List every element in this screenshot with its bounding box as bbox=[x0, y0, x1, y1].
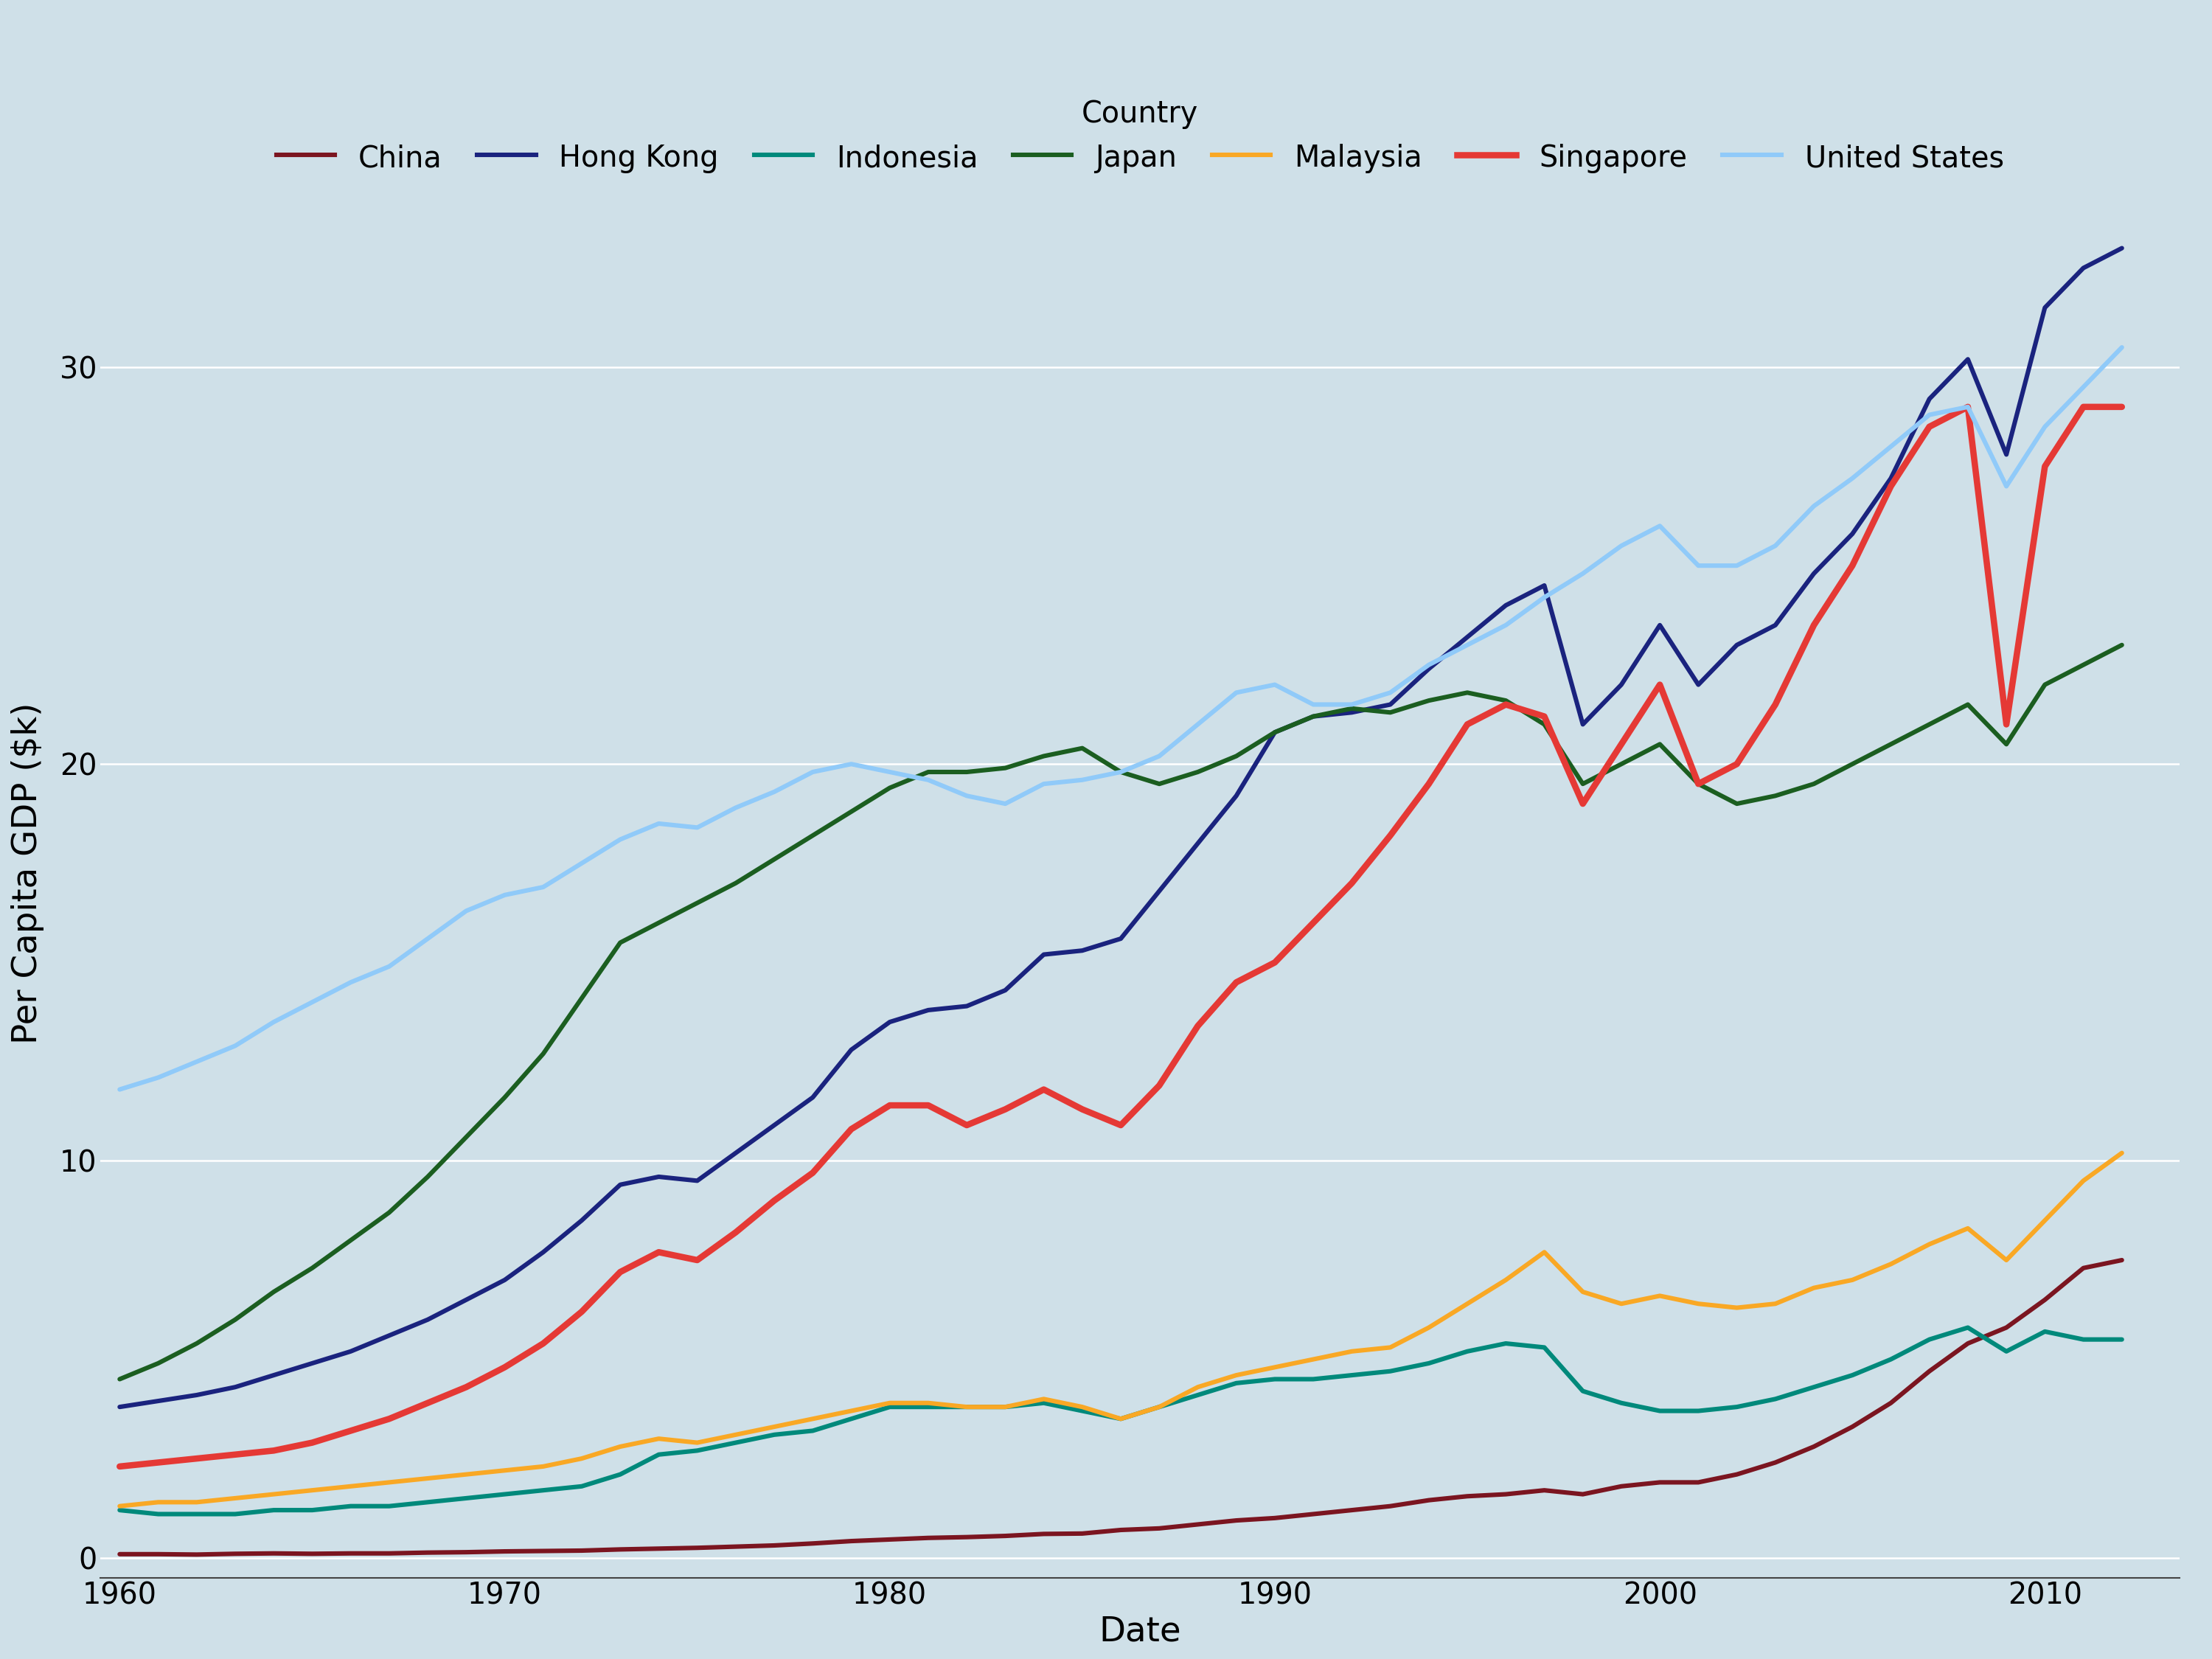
X-axis label: Date: Date bbox=[1099, 1614, 1181, 1647]
Legend: China, Hong Kong, Indonesia, Japan, Malaysia, Singapore, United States: China, Hong Kong, Indonesia, Japan, Mala… bbox=[261, 85, 2020, 187]
Y-axis label: Per Capita GDP ($k): Per Capita GDP ($k) bbox=[11, 702, 44, 1044]
